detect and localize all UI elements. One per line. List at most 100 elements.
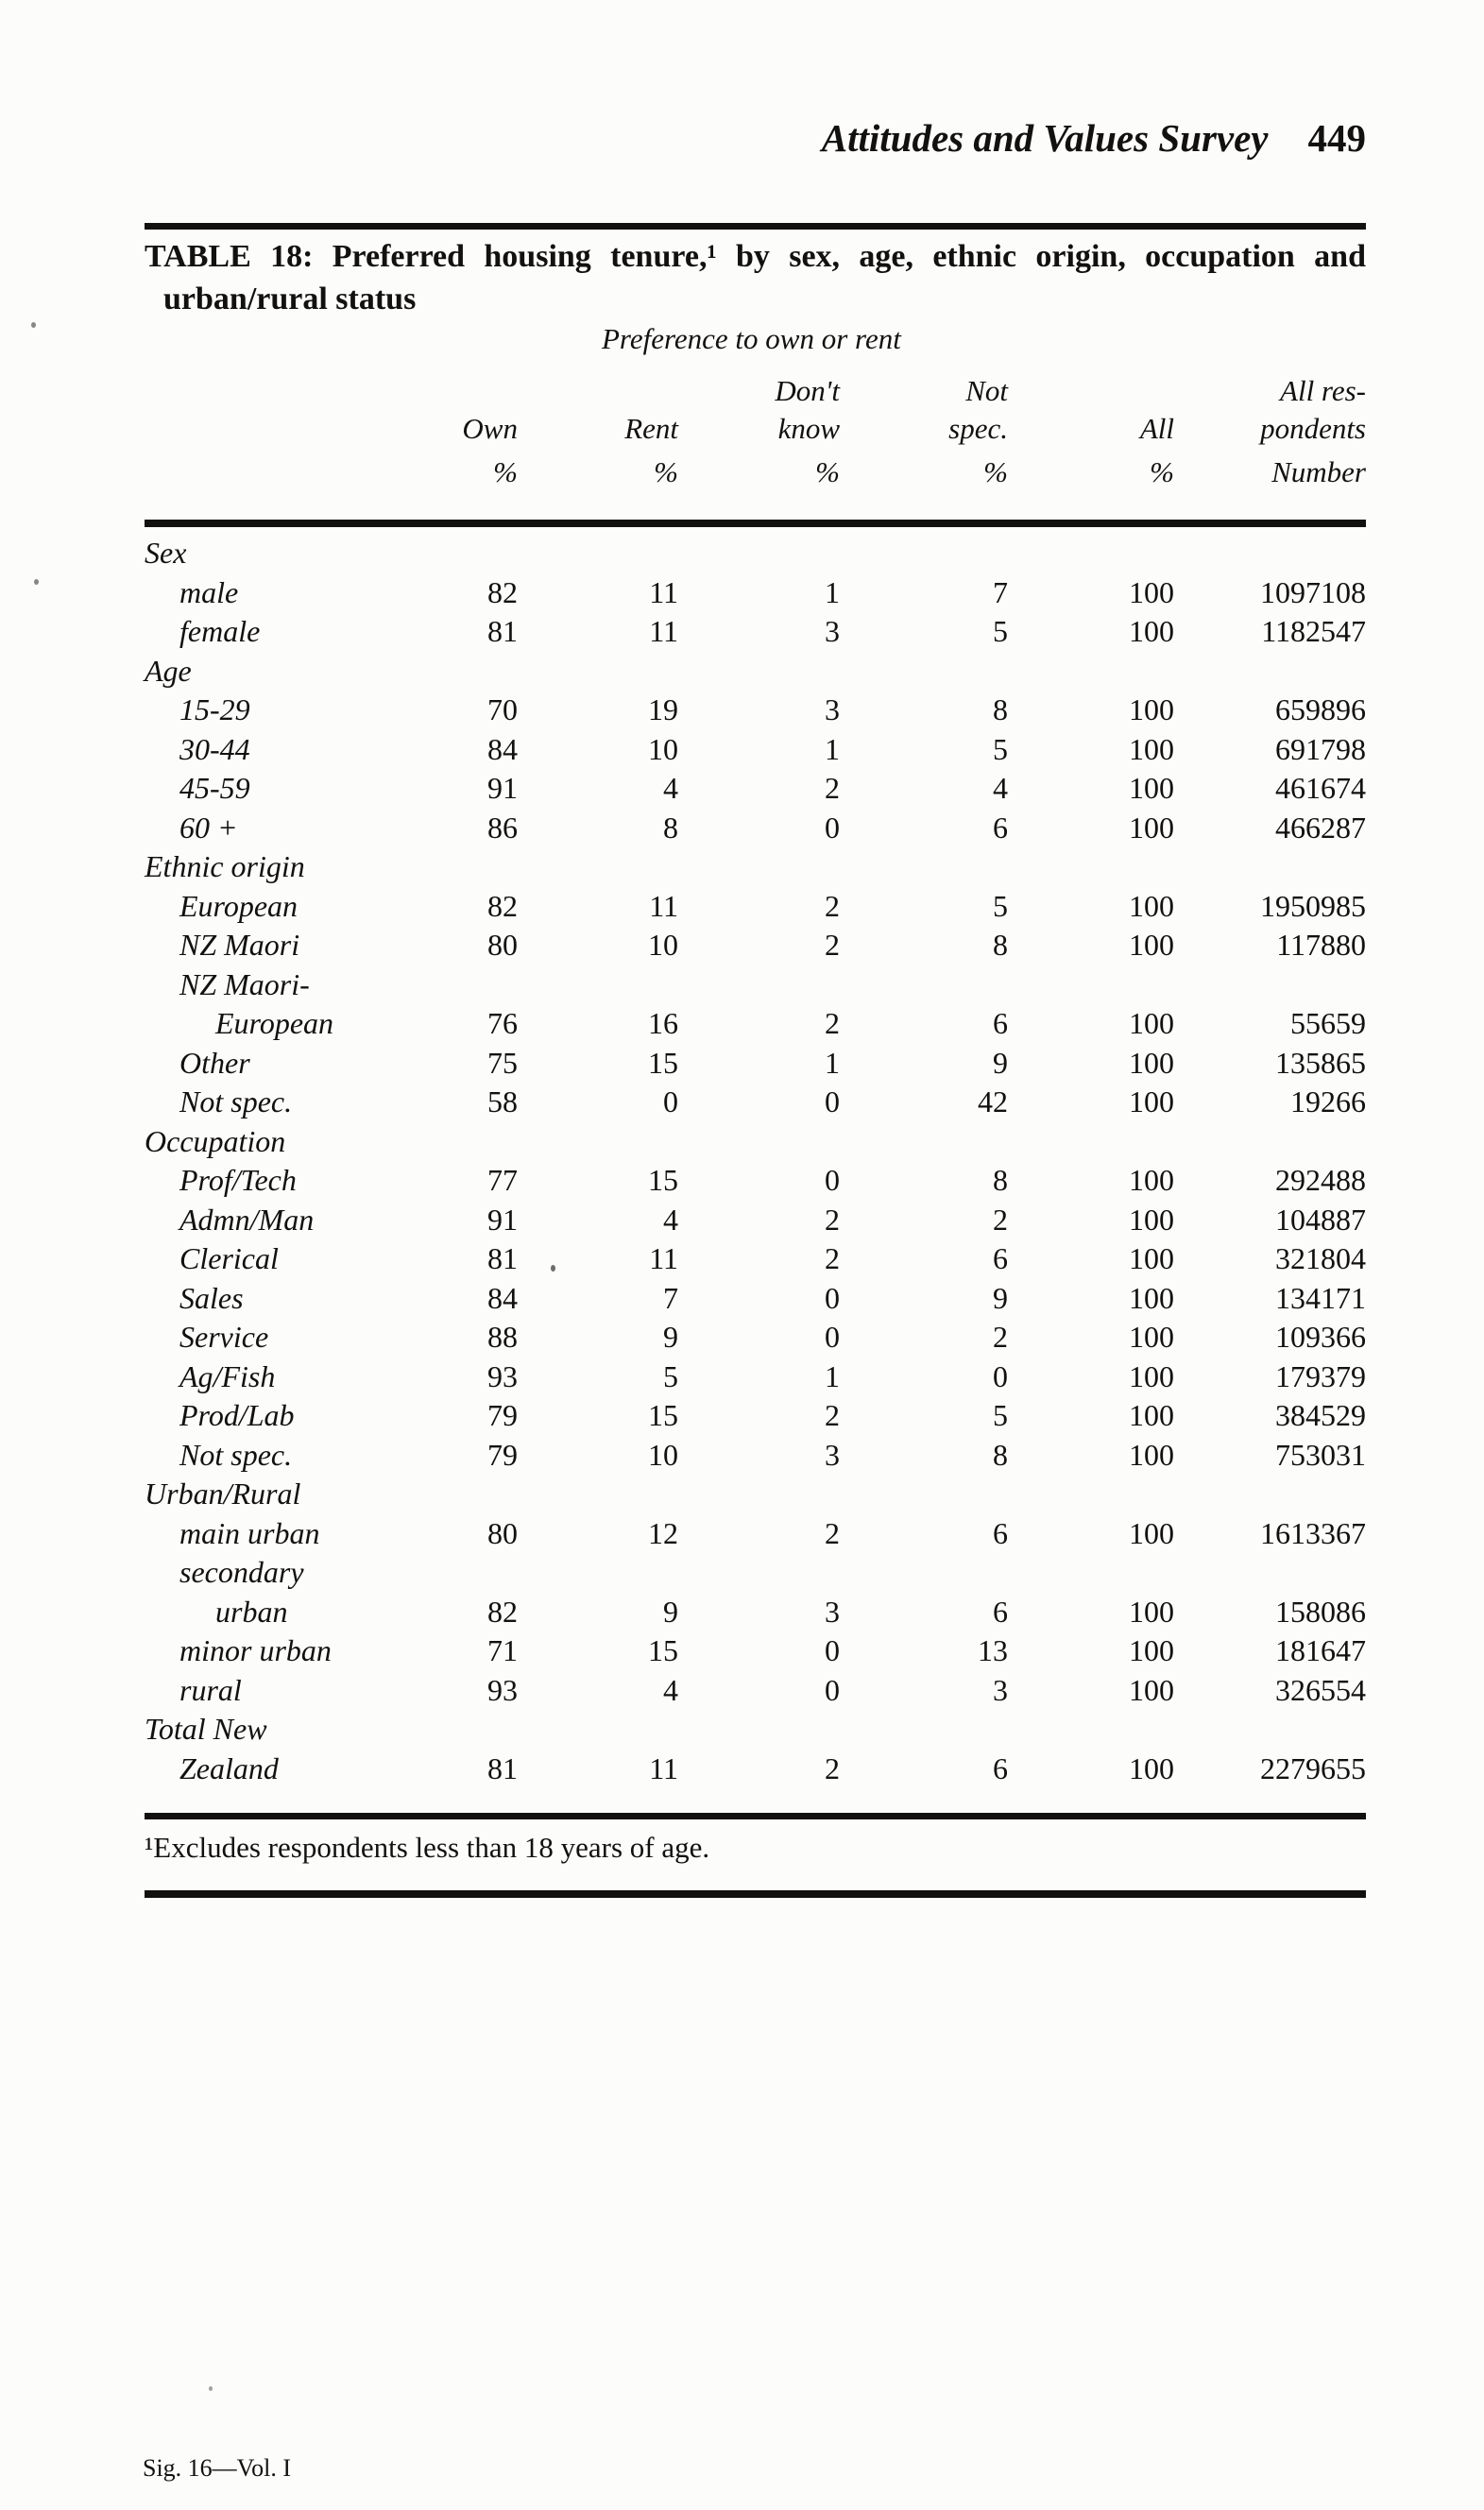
cell-value: 15 xyxy=(648,1633,678,1667)
table-row: Total New xyxy=(145,1710,1366,1750)
cell-value: 55659 xyxy=(1290,1006,1366,1040)
cell-value: 13 xyxy=(978,1633,1008,1667)
cell-value xyxy=(1174,523,1366,573)
table-row: rural 93 4 0 3 100 326554 xyxy=(145,1671,1366,1711)
column-header: know xyxy=(777,412,840,445)
cell-value: 1613367 xyxy=(1260,1515,1366,1550)
cell-value: 2 xyxy=(825,1750,840,1785)
running-head-title: Attitudes and Values Survey xyxy=(821,116,1269,160)
cell-value: 8 xyxy=(993,692,1008,726)
cell-value: 5 xyxy=(663,1358,678,1393)
cell-value xyxy=(678,1122,840,1162)
cell-value: 134171 xyxy=(1275,1280,1366,1315)
cell-value: 384529 xyxy=(1275,1398,1366,1432)
cell-value: 10 xyxy=(648,731,678,766)
table-row: NZ Maori- xyxy=(145,965,1366,1005)
cell-value: 181647 xyxy=(1275,1633,1366,1667)
running-head: Attitudes and Values Survey 449 xyxy=(822,115,1366,161)
cell-value: 91 xyxy=(487,771,518,805)
cell-value: 100 xyxy=(1129,928,1174,962)
row-label: Sex xyxy=(145,536,187,570)
cell-value: 2 xyxy=(825,1006,840,1040)
cell-value xyxy=(678,965,840,1005)
cell-value xyxy=(381,1475,518,1514)
cell-value xyxy=(381,1122,518,1162)
scan-speck xyxy=(209,2386,213,2391)
table-row: 60 + 86 8 0 6 100 466287 xyxy=(145,809,1366,848)
cell-value: 691798 xyxy=(1275,731,1366,766)
cell-value: 100 xyxy=(1129,1163,1174,1197)
cell-value xyxy=(381,1553,518,1593)
cell-value: 82 xyxy=(487,1594,518,1629)
row-label: male xyxy=(179,574,239,609)
cell-value: 2 xyxy=(825,771,840,805)
data-table: Don't Not All res- Own Rent know spec. A… xyxy=(145,368,1366,1788)
cell-value: 104887 xyxy=(1275,1202,1366,1237)
table-row: Zealand 81 11 2 6 100 2279655 xyxy=(145,1750,1366,1789)
cell-value: 6 xyxy=(993,1006,1008,1040)
row-label: 30-44 xyxy=(179,731,250,766)
cell-value: 0 xyxy=(825,1163,840,1197)
table-row: Clerical 81 11 2 6 100 321804 xyxy=(145,1239,1366,1279)
cell-value xyxy=(840,523,1008,573)
cell-value: 12 xyxy=(648,1515,678,1550)
cell-value: 2 xyxy=(825,928,840,962)
cell-value: 8 xyxy=(993,1163,1008,1197)
cell-value xyxy=(518,652,678,692)
column-unit: % xyxy=(493,455,518,488)
column-header xyxy=(1008,368,1174,408)
cell-value: 80 xyxy=(487,928,518,962)
cell-value xyxy=(678,523,840,573)
table-row: Service 88 9 0 2 100 109366 xyxy=(145,1318,1366,1357)
cell-value: 100 xyxy=(1129,731,1174,766)
cell-value: 93 xyxy=(487,1672,518,1707)
table-row: European 76 16 2 6 100 55659 xyxy=(145,1004,1366,1044)
column-header: Own xyxy=(462,412,518,445)
row-label: Sales xyxy=(179,1280,244,1315)
cell-value: 58 xyxy=(487,1084,518,1118)
table-row: Sex xyxy=(145,523,1366,573)
cell-value: 100 xyxy=(1129,1084,1174,1118)
header-row-units: % % % % % Number xyxy=(145,446,1366,523)
table-row: Occupation xyxy=(145,1122,1366,1162)
table-header: Don't Not All res- Own Rent know spec. A… xyxy=(145,368,1366,523)
cell-value xyxy=(840,1710,1008,1750)
cell-value: 100 xyxy=(1129,1594,1174,1629)
cell-value: 100 xyxy=(1129,1437,1174,1472)
cell-value: 4 xyxy=(663,1672,678,1707)
cell-value xyxy=(1008,965,1174,1005)
cell-value: 1182547 xyxy=(1261,614,1366,648)
cell-value: 4 xyxy=(663,1202,678,1237)
cell-value: 76 xyxy=(487,1006,518,1040)
cell-value: 3 xyxy=(825,614,840,648)
cell-value xyxy=(518,1122,678,1162)
cell-value: 9 xyxy=(993,1045,1008,1080)
cell-value: 1 xyxy=(825,574,840,609)
table-row: Prod/Lab 79 15 2 5 100 384529 xyxy=(145,1396,1366,1436)
row-label: Prod/Lab xyxy=(179,1398,295,1432)
table-row: 15-29 70 19 3 8 100 659896 xyxy=(145,691,1366,730)
cell-value xyxy=(381,1710,518,1750)
cell-value: 3 xyxy=(825,692,840,726)
cell-value: 0 xyxy=(825,1084,840,1118)
row-label: Urban/Rural xyxy=(145,1477,301,1511)
column-header: All res- xyxy=(1280,374,1366,407)
row-label: NZ Maori xyxy=(179,928,300,962)
cell-value: 11 xyxy=(649,1241,678,1275)
cell-value: 81 xyxy=(487,614,518,648)
cell-value: 2 xyxy=(825,1202,840,1237)
cell-value xyxy=(840,1475,1008,1514)
row-label: 45-59 xyxy=(179,771,250,805)
cell-value: 2 xyxy=(825,1515,840,1550)
cell-value xyxy=(840,965,1008,1005)
cell-value: 6 xyxy=(993,810,1008,845)
table-row: 45-59 91 4 2 4 100 461674 xyxy=(145,769,1366,809)
cell-value: 117880 xyxy=(1276,928,1366,962)
table-caption-line2: urban/rural status xyxy=(163,282,417,316)
scan-speck xyxy=(551,1265,555,1272)
column-unit: % xyxy=(815,455,840,488)
cell-value: 15 xyxy=(648,1045,678,1080)
table-row: secondary xyxy=(145,1553,1366,1593)
row-label: Total New xyxy=(145,1712,267,1746)
footnote: ¹Excludes respondents less than 18 years… xyxy=(145,1831,710,1864)
